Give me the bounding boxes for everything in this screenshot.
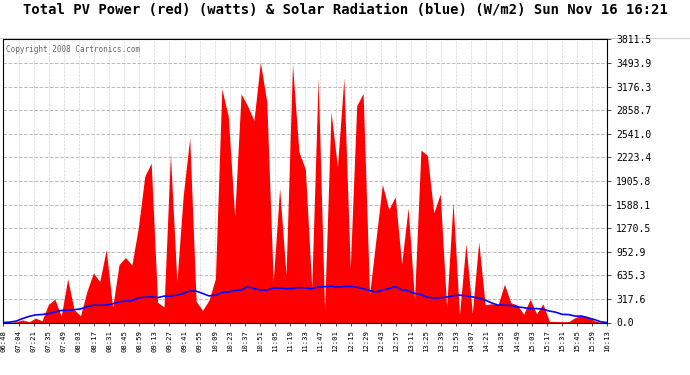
Text: Copyright 2008 Cartronics.com: Copyright 2008 Cartronics.com xyxy=(6,45,141,54)
Text: Total PV Power (red) (watts) & Solar Radiation (blue) (W/m2) Sun Nov 16 16:21: Total PV Power (red) (watts) & Solar Rad… xyxy=(23,3,667,17)
